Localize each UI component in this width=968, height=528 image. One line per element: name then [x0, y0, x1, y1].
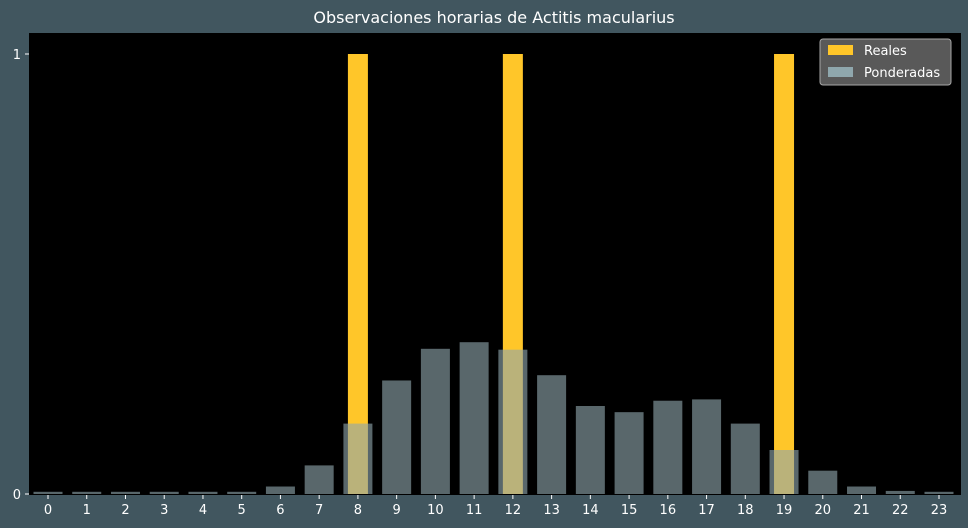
- bar-ponderadas-18: [730, 423, 760, 494]
- x-tick-label-7: 7: [315, 503, 323, 518]
- x-tick-label-20: 20: [815, 503, 832, 518]
- x-tick-label-0: 0: [44, 503, 52, 518]
- plot-area: [29, 33, 961, 495]
- x-tick-label-18: 18: [737, 503, 754, 518]
- bar-ponderadas-17: [692, 399, 722, 494]
- bar-ponderadas-10: [420, 348, 450, 494]
- x-tick-label-9: 9: [393, 503, 401, 518]
- bar-reales-19: [774, 54, 795, 494]
- bar-ponderadas-11: [459, 342, 489, 494]
- bar-ponderadas-19: [769, 450, 799, 494]
- x-tick-label-4: 4: [199, 503, 207, 518]
- bar-ponderadas-15: [614, 412, 644, 494]
- x-tick-label-23: 23: [931, 503, 948, 518]
- bar-ponderadas-5: [227, 491, 257, 494]
- bar-ponderadas-13: [537, 375, 567, 494]
- bar-ponderadas-1: [72, 491, 102, 494]
- bar-ponderadas-12: [498, 349, 528, 494]
- legend-label-ponderadas: Ponderadas: [864, 66, 940, 81]
- bar-reales-8: [347, 54, 368, 494]
- bar-ponderadas-8: [343, 423, 373, 494]
- legend-label-reales: Reales: [864, 44, 907, 59]
- bar-ponderadas-21: [847, 486, 877, 494]
- x-tick-label-22: 22: [892, 503, 909, 518]
- bar-ponderadas-23: [924, 491, 954, 494]
- bar-ponderadas-14: [575, 406, 605, 494]
- x-tick-label-14: 14: [582, 503, 599, 518]
- x-tick-label-15: 15: [621, 503, 638, 518]
- bar-ponderadas-3: [149, 491, 179, 494]
- ponderadas-bars: [33, 342, 954, 494]
- bar-ponderadas-9: [382, 380, 412, 494]
- legend-swatch-reales: [828, 45, 853, 55]
- x-tick-label-10: 10: [427, 503, 444, 518]
- x-tick-label-6: 6: [276, 503, 284, 518]
- x-tick-label-12: 12: [505, 503, 522, 518]
- bar-ponderadas-16: [653, 400, 683, 494]
- legend: Reales Ponderadas: [819, 38, 952, 86]
- x-tick-label-17: 17: [698, 503, 715, 518]
- x-tick-label-21: 21: [853, 503, 870, 518]
- x-tick-label-19: 19: [776, 503, 793, 518]
- x-tick-label-13: 13: [543, 503, 560, 518]
- x-tick-label-1: 1: [83, 503, 91, 518]
- y-tick-label-0: 0: [13, 488, 21, 503]
- bar-ponderadas-0: [33, 491, 63, 494]
- bar-ponderadas-22: [885, 490, 915, 494]
- x-axis: 0 1 2 3 4 5 6 7 8 9 10 11 12 13 14 15 16 17 18 19 20 21 22 23: [44, 495, 947, 518]
- y-axis: 01: [13, 48, 29, 503]
- bar-ponderadas-20: [808, 470, 838, 494]
- bar-ponderadas-6: [265, 486, 295, 494]
- x-tick-label-16: 16: [660, 503, 677, 518]
- chart-title: Observaciones horarias de Actitis macula…: [313, 8, 674, 27]
- x-tick-label-11: 11: [466, 503, 483, 518]
- x-tick-label-5: 5: [238, 503, 246, 518]
- y-tick-label-1: 1: [13, 48, 21, 63]
- legend-swatch-ponderadas: [828, 67, 853, 77]
- x-tick-label-3: 3: [160, 503, 168, 518]
- x-tick-label-2: 2: [121, 503, 129, 518]
- bar-ponderadas-7: [304, 465, 334, 494]
- bar-ponderadas-2: [110, 491, 140, 494]
- bar-ponderadas-4: [188, 491, 218, 494]
- x-tick-label-8: 8: [354, 503, 362, 518]
